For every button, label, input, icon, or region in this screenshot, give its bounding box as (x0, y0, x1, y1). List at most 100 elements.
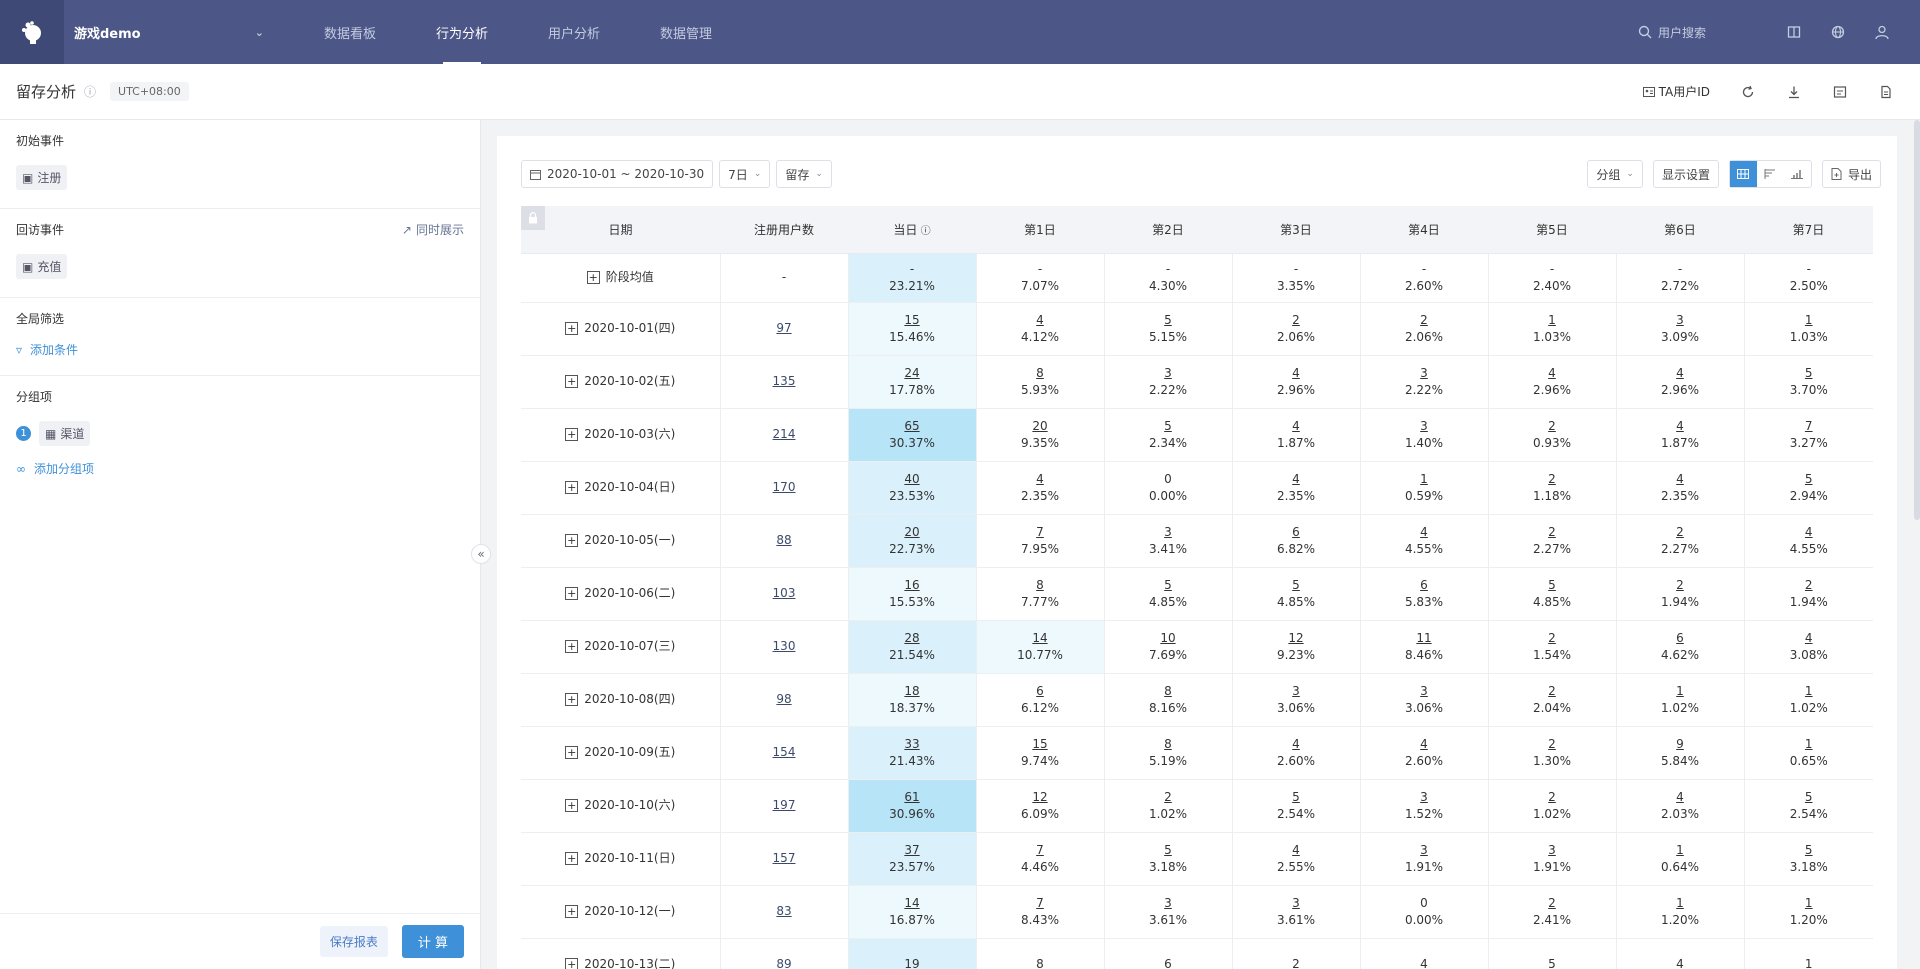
retention-count[interactable]: 8 (1164, 736, 1172, 751)
users-link[interactable]: 97 (776, 321, 792, 335)
expand-row[interactable]: +2020-10-05(一) (565, 532, 675, 549)
expand-row[interactable]: +2020-10-01(四) (565, 320, 675, 337)
retention-count[interactable]: 19 (904, 957, 920, 969)
retention-count[interactable]: 40 (904, 471, 920, 486)
period-select[interactable]: 7日 ⌄ (719, 160, 771, 188)
retention-count[interactable]: 5 (1804, 365, 1813, 380)
project-selector[interactable]: 游戏demo ⌄ (64, 23, 274, 42)
retention-count[interactable]: 2 (1548, 471, 1556, 486)
retention-count[interactable]: 1 (1804, 312, 1813, 327)
retention-count[interactable]: 2 (1420, 312, 1428, 327)
retention-count[interactable]: 4 (1036, 312, 1044, 327)
retention-count[interactable]: 2 (1548, 683, 1556, 698)
retention-count[interactable]: 8 (1036, 577, 1044, 592)
expand-row[interactable]: +2020-10-10(六) (565, 797, 675, 814)
retention-count[interactable]: 1 (1676, 895, 1684, 910)
retention-count[interactable]: 1 (1676, 842, 1684, 857)
users-link[interactable]: 98 (776, 692, 792, 706)
retention-count[interactable]: 10 (1160, 630, 1176, 645)
retention-count[interactable]: 5 (1548, 577, 1556, 592)
retention-count[interactable]: 2 (1292, 957, 1300, 969)
retention-count[interactable]: 4 (1420, 524, 1428, 539)
tab-behavior-analysis[interactable]: 行为分析 (406, 0, 518, 64)
tab-dashboard[interactable]: 数据看板 (324, 26, 377, 42)
tab-user-analysis[interactable]: 用户分析 (548, 26, 601, 42)
retention-count[interactable]: 4 (1292, 365, 1300, 380)
users-link[interactable]: 88 (776, 533, 792, 547)
retention-count[interactable]: 5 (1164, 842, 1172, 857)
retention-count[interactable]: 5 (1548, 957, 1556, 969)
lock-column-button[interactable] (521, 206, 545, 230)
info-icon[interactable]: ⓘ (917, 225, 931, 237)
retention-count[interactable]: 4 (1676, 957, 1684, 969)
retention-count[interactable]: 20 (904, 524, 920, 539)
retention-count[interactable]: 7 (1036, 524, 1044, 539)
retention-count[interactable]: 4 (1548, 365, 1556, 380)
retention-count[interactable]: 4 (1292, 471, 1300, 486)
retention-count[interactable]: 1 (1804, 683, 1813, 698)
retention-count[interactable]: 1 (1676, 683, 1684, 698)
retention-count[interactable]: 14 (1032, 630, 1048, 645)
retention-count[interactable]: 6 (1420, 577, 1428, 592)
collapse-panel-button[interactable]: « (471, 544, 491, 564)
retention-count[interactable]: 3 (1420, 365, 1428, 380)
expand-row[interactable]: +2020-10-06(二) (565, 585, 675, 602)
users-link[interactable]: 130 (772, 639, 796, 653)
retention-count[interactable]: 12 (1032, 789, 1048, 804)
initial-event-chip[interactable]: ▣ 注册 (16, 165, 68, 190)
retention-count[interactable]: 4 (1676, 789, 1684, 804)
logo[interactable] (0, 0, 64, 64)
add-group-button[interactable]: ∞ 添加分组项 (16, 460, 464, 477)
expand-row[interactable]: +2020-10-04(日) (565, 479, 675, 496)
expand-average[interactable]: + 阶段均值 (586, 269, 654, 286)
retention-count[interactable]: 6 (1676, 630, 1684, 645)
users-link[interactable]: 197 (772, 798, 796, 812)
retention-count[interactable]: 4 (1292, 736, 1300, 751)
users-link[interactable]: 135 (772, 374, 796, 388)
retention-count[interactable]: 2 (1548, 789, 1556, 804)
expand-row[interactable]: +2020-10-11(日) (565, 850, 675, 867)
sql-icon[interactable] (1832, 84, 1848, 100)
retention-count[interactable]: 5 (1164, 577, 1172, 592)
retention-count[interactable]: 20 (1032, 418, 1048, 433)
retention-count[interactable]: 3 (1420, 683, 1428, 698)
retention-count[interactable]: 6 (1164, 957, 1172, 969)
users-link[interactable]: 103 (772, 586, 796, 600)
retention-count[interactable]: 3 (1420, 842, 1428, 857)
retention-count[interactable]: 5 (1292, 789, 1300, 804)
retention-count[interactable]: 1 (1420, 471, 1428, 486)
retention-count[interactable]: 4 (1420, 957, 1428, 969)
retention-count[interactable]: 1 (1548, 312, 1556, 327)
retention-count[interactable]: 5 (1164, 312, 1172, 327)
retention-count[interactable]: 3 (1292, 895, 1300, 910)
document-icon[interactable] (1878, 84, 1894, 100)
group-select[interactable]: 分组 ⌄ (1587, 160, 1643, 188)
expand-row[interactable]: +2020-10-12(一) (565, 903, 675, 920)
group-chip-channel[interactable]: ▦ 渠道 (39, 421, 91, 446)
info-icon[interactable]: ⓘ (84, 85, 97, 99)
retention-count[interactable]: 5 (1164, 418, 1172, 433)
retention-count[interactable]: 65 (904, 418, 920, 433)
retention-count[interactable]: 12 (1288, 630, 1304, 645)
expand-row[interactable]: +2020-10-13(二) (565, 956, 675, 969)
date-range-picker[interactable]: 2020-10-01 ~ 2020-10-30 (521, 160, 714, 188)
retention-count[interactable]: 2 (1548, 524, 1556, 539)
export-button[interactable]: 导出 (1821, 160, 1881, 188)
retention-count[interactable]: 5 (1804, 471, 1813, 486)
retention-count[interactable]: 7 (1036, 895, 1044, 910)
retention-count[interactable]: 2 (1676, 524, 1684, 539)
retention-count[interactable]: 3 (1676, 312, 1684, 327)
retention-count[interactable]: 37 (904, 842, 920, 857)
retention-count[interactable]: 5 (1292, 577, 1300, 592)
metric-select[interactable]: 留存 ⌄ (776, 160, 832, 188)
retention-count[interactable]: 7 (1804, 418, 1813, 433)
retention-count[interactable]: 2 (1548, 736, 1556, 751)
retention-count[interactable]: 4 (1292, 842, 1300, 857)
expand-row[interactable]: +2020-10-09(五) (565, 744, 675, 761)
retention-count[interactable]: 2 (1676, 577, 1684, 592)
retention-count[interactable]: 11 (1416, 630, 1432, 645)
table-view-button[interactable] (1729, 161, 1757, 187)
refresh-icon[interactable] (1740, 84, 1756, 100)
retention-count[interactable]: 4 (1420, 736, 1428, 751)
retention-count[interactable]: 15 (904, 312, 920, 327)
